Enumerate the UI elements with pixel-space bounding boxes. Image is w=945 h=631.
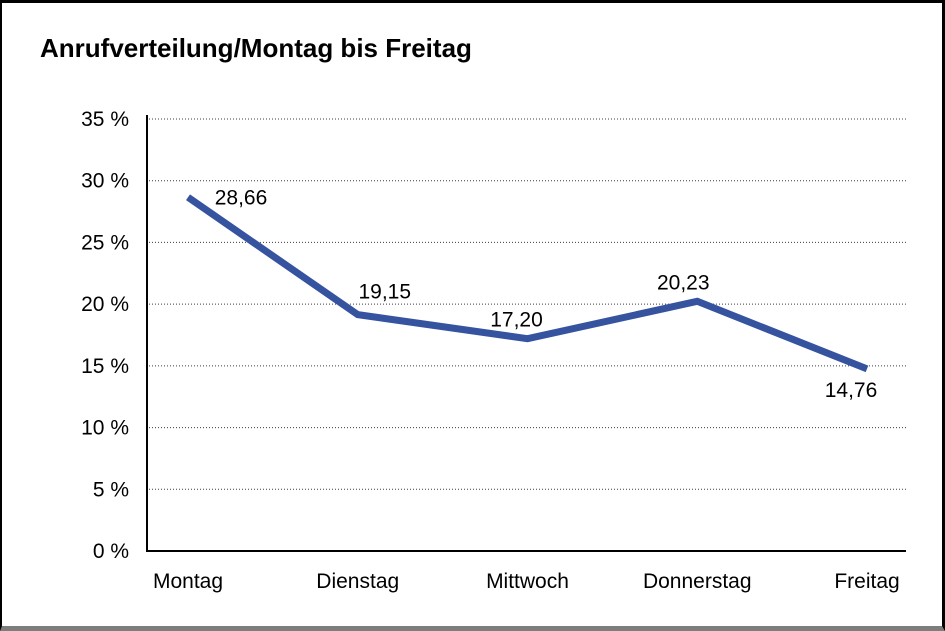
x-category-label: Montag	[153, 570, 223, 593]
y-tick-label: 0 %	[93, 540, 129, 563]
x-category-label: Mittwoch	[486, 570, 569, 593]
point-value-label: 17,20	[490, 309, 543, 332]
y-tick-label: 15 %	[81, 355, 129, 378]
y-tick-label: 30 %	[81, 170, 129, 193]
y-tick-label: 35 %	[81, 108, 129, 131]
x-category-label: Donnerstag	[643, 570, 752, 593]
y-tick-label: 20 %	[81, 293, 129, 316]
point-value-label: 19,15	[358, 281, 411, 304]
y-tick-label: 25 %	[81, 231, 129, 254]
data-line	[186, 194, 869, 373]
point-value-label: 20,23	[657, 271, 710, 294]
y-tick-label: 5 %	[93, 478, 129, 501]
x-category-label: Dienstag	[316, 570, 399, 593]
x-category-label: Freitag	[834, 570, 899, 593]
point-value-label: 14,76	[825, 379, 878, 402]
line-chart-canvas: 35 % 30 % 25 % 20 % 15 % 10 % 5 % 0 % 28,66 19,15…	[81, 108, 906, 593]
y-tick-label: 10 %	[81, 417, 129, 440]
point-value-label: 28,66	[215, 186, 268, 209]
chart-title: Anrufverteilung/Montag bis Freitag	[40, 33, 472, 63]
